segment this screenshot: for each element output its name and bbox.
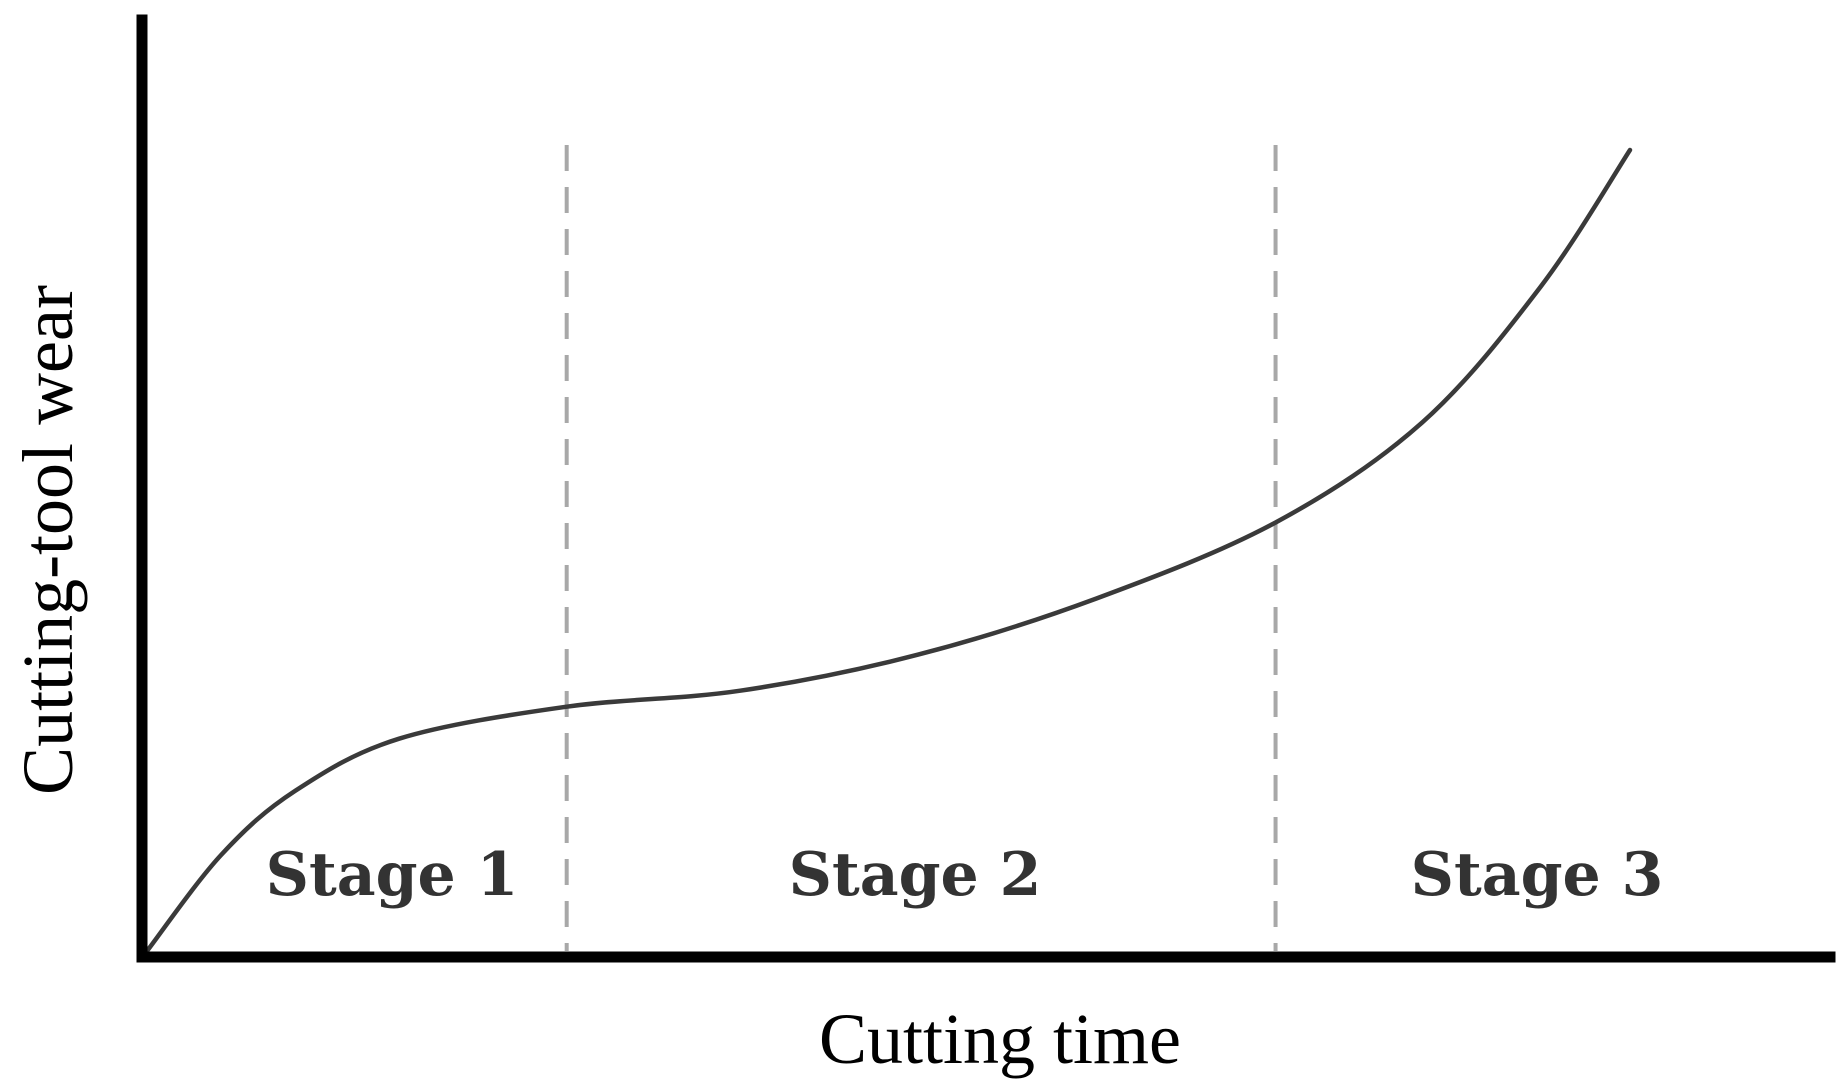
stage-label-2: Stage 2: [789, 840, 1042, 910]
tool-wear-curve: [144, 147, 1633, 954]
x-axis-title: Cutting time: [819, 999, 1181, 1079]
y-axis-title: Cutting-tool wear: [8, 285, 88, 795]
stage-label-3: Stage 3: [1411, 840, 1664, 910]
stage-labels: Stage 1 Stage 2 Stage 3: [266, 840, 1664, 910]
stage-label-1: Stage 1: [266, 840, 519, 910]
stage-dividers: [564, 145, 1278, 951]
